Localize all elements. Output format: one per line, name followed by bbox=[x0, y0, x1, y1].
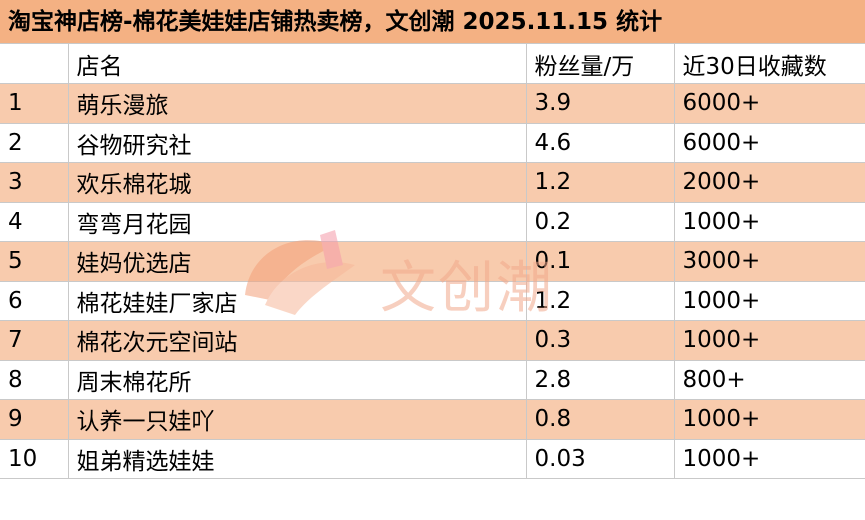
rank-cell: 1 bbox=[0, 83, 69, 124]
fans-cell: 1.2 bbox=[526, 281, 675, 321]
favorites-cell: 1000+ bbox=[674, 439, 865, 479]
favorites-cell: 1000+ bbox=[674, 202, 865, 242]
rank-cell: 10 bbox=[0, 439, 69, 479]
header-rank bbox=[0, 44, 69, 84]
fans-cell: 0.3 bbox=[526, 320, 675, 361]
fans-cell: 3.9 bbox=[526, 83, 675, 124]
table-row: 9 认养一只娃吖 0.8 1000+ bbox=[0, 399, 865, 440]
table-row: 3 欢乐棉花城 1.2 2000+ bbox=[0, 162, 865, 203]
fans-cell: 2.8 bbox=[526, 360, 675, 400]
fans-cell: 4.6 bbox=[526, 123, 675, 163]
ranking-table: 店名 粉丝量/万 近30日收藏数 1 萌乐漫旅 3.9 6000+ 2 谷物研究… bbox=[0, 44, 865, 479]
fans-cell: 0.8 bbox=[526, 399, 675, 440]
rank-cell: 9 bbox=[0, 399, 69, 440]
table-row: 1 萌乐漫旅 3.9 6000+ bbox=[0, 83, 865, 124]
favorites-cell: 6000+ bbox=[674, 123, 865, 163]
rank-cell: 5 bbox=[0, 241, 69, 282]
header-shop-name: 店名 bbox=[68, 44, 527, 84]
favorites-cell: 1000+ bbox=[674, 281, 865, 321]
shop-name-cell: 姐弟精选娃娃 bbox=[68, 439, 527, 479]
header-favorites: 近30日收藏数 bbox=[674, 44, 865, 84]
shop-name-cell: 萌乐漫旅 bbox=[68, 83, 527, 124]
favorites-cell: 6000+ bbox=[674, 83, 865, 124]
table-row: 7 棉花次元空间站 0.3 1000+ bbox=[0, 320, 865, 361]
favorites-cell: 800+ bbox=[674, 360, 865, 400]
fans-cell: 0.1 bbox=[526, 241, 675, 282]
shop-name-cell: 谷物研究社 bbox=[68, 123, 527, 163]
fans-cell: 0.03 bbox=[526, 439, 675, 479]
rank-cell: 8 bbox=[0, 360, 69, 400]
rank-cell: 7 bbox=[0, 320, 69, 361]
favorites-cell: 2000+ bbox=[674, 162, 865, 203]
shop-name-cell: 周末棉花所 bbox=[68, 360, 527, 400]
shop-name-cell: 娃妈优选店 bbox=[68, 241, 527, 282]
favorites-cell: 3000+ bbox=[674, 241, 865, 282]
table-row: 10 姐弟精选娃娃 0.03 1000+ bbox=[0, 439, 865, 479]
table-row: 2 谷物研究社 4.6 6000+ bbox=[0, 123, 865, 163]
favorites-cell: 1000+ bbox=[674, 320, 865, 361]
fans-cell: 1.2 bbox=[526, 162, 675, 203]
fans-cell: 0.2 bbox=[526, 202, 675, 242]
table-row: 5 娃妈优选店 0.1 3000+ bbox=[0, 241, 865, 282]
table-row: 6 棉花娃娃厂家店 1.2 1000+ bbox=[0, 281, 865, 321]
shop-name-cell: 欢乐棉花城 bbox=[68, 162, 527, 203]
shop-name-cell: 棉花娃娃厂家店 bbox=[68, 281, 527, 321]
shop-name-cell: 棉花次元空间站 bbox=[68, 320, 527, 361]
table-row: 8 周末棉花所 2.8 800+ bbox=[0, 360, 865, 400]
rank-cell: 3 bbox=[0, 162, 69, 203]
rank-cell: 6 bbox=[0, 281, 69, 321]
favorites-cell: 1000+ bbox=[674, 399, 865, 440]
table-row: 4 弯弯月花园 0.2 1000+ bbox=[0, 202, 865, 242]
table-header-row: 店名 粉丝量/万 近30日收藏数 bbox=[0, 44, 865, 84]
sheet-title: 淘宝神店榜-棉花美娃娃店铺热卖榜，文创潮 2025.11.15 统计 bbox=[0, 0, 865, 44]
header-fans: 粉丝量/万 bbox=[526, 44, 675, 84]
shop-name-cell: 认养一只娃吖 bbox=[68, 399, 527, 440]
rank-cell: 4 bbox=[0, 202, 69, 242]
shop-name-cell: 弯弯月花园 bbox=[68, 202, 527, 242]
rank-cell: 2 bbox=[0, 123, 69, 163]
